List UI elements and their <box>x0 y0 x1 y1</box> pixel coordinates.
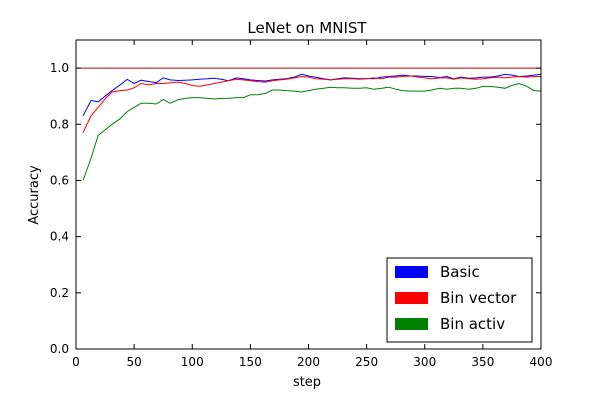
series-line-0 <box>82 73 542 117</box>
x-tick-label: 150 <box>239 355 262 369</box>
chart-title: LeNet on MNIST <box>247 19 367 37</box>
series-layer <box>76 67 542 181</box>
series-line-2 <box>82 82 542 181</box>
series-line-1 <box>82 75 541 133</box>
legend-label-0: Basic <box>440 263 480 281</box>
x-tick-label: 0 <box>72 355 80 369</box>
plot-area-frame <box>75 39 542 350</box>
x-tick-label: 50 <box>126 355 141 369</box>
legend-label-1: Bin vector <box>440 289 517 307</box>
x-tick-label: 350 <box>471 355 494 369</box>
y-tick-label: 0.6 <box>50 173 69 187</box>
legend-label-2: Bin activ <box>440 315 505 333</box>
legend-swatch-0 <box>395 266 428 278</box>
x-tick-label: 100 <box>181 355 204 369</box>
legend: Basic Bin vector Bin activ <box>386 257 533 343</box>
y-axis-label: Accuracy <box>27 165 42 225</box>
legend-swatch-1 <box>395 292 428 304</box>
x-axis-label: step <box>293 375 321 390</box>
legend-swatch-2 <box>395 318 428 330</box>
y-tick-label: 0.4 <box>50 230 69 244</box>
x-tick-label: 200 <box>297 355 320 369</box>
y-tick-label: 0.8 <box>50 117 69 131</box>
x-tick-label: 250 <box>355 355 378 369</box>
y-tick-label: 0.2 <box>50 286 69 300</box>
y-tick-label: 0.0 <box>50 342 69 356</box>
ticks-layer: 0 50 100 150 200 250 300 350 400 0.0 0.2 0.4 0.6 0.8 1… <box>50 40 553 369</box>
x-tick-label: 300 <box>413 355 436 369</box>
y-tick-label: 1.0 <box>50 61 69 75</box>
x-tick-label: 400 <box>530 355 553 369</box>
